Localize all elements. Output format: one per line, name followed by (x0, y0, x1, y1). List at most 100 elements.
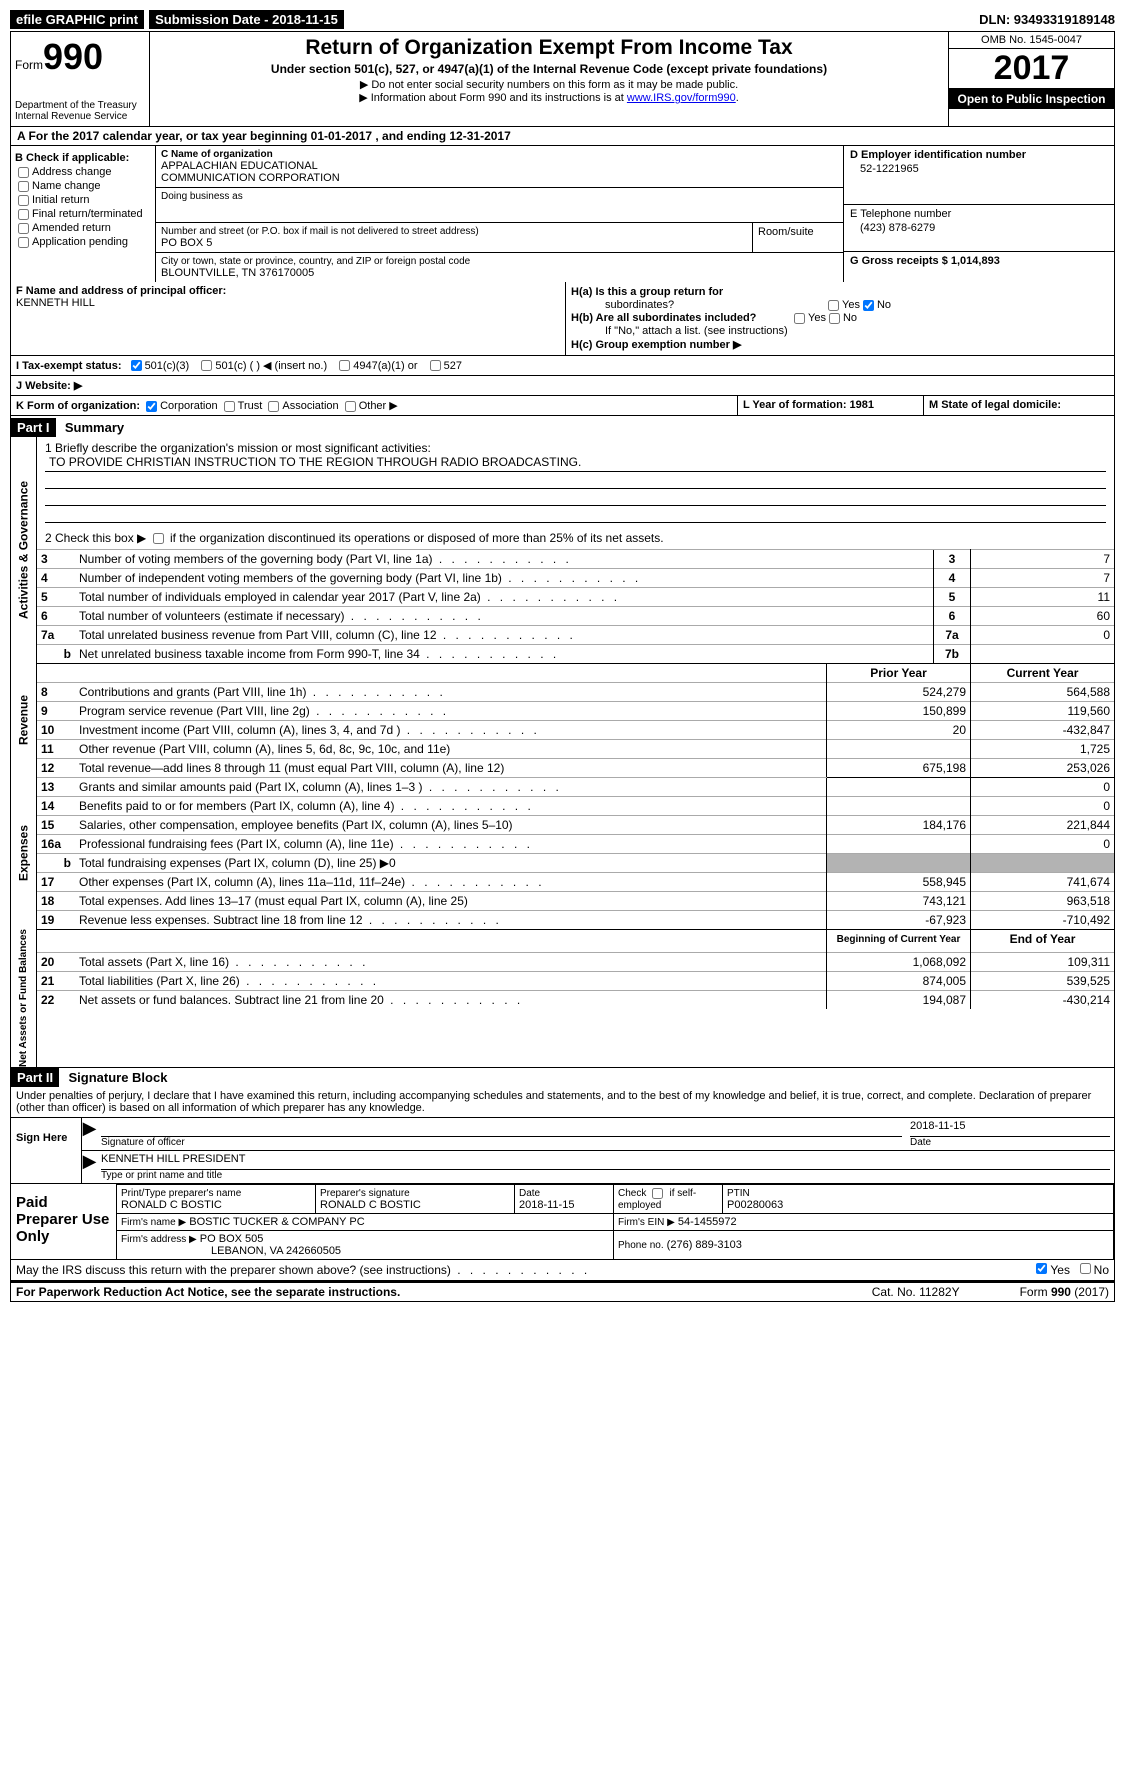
signature-block: Under penalties of perjury, I declare th… (10, 1087, 1115, 1260)
section-bcdeg: B Check if applicable: Address change Na… (10, 146, 1115, 282)
line12-text: Total revenue—add lines 8 through 11 (mu… (75, 759, 827, 778)
501c3-checkbox[interactable] (131, 360, 142, 371)
initial-return-checkbox[interactable] (18, 195, 29, 206)
line9-py: 150,899 (827, 702, 971, 721)
section-klm: K Form of organization: Corporation Trus… (10, 396, 1115, 416)
bcy-header: Beginning of Current Year (827, 930, 971, 949)
discuss-text: May the IRS discuss this return with the… (16, 1263, 590, 1277)
line14-py (827, 797, 971, 816)
prep-date-label: Date (519, 1188, 609, 1199)
line13-text: Grants and similar amounts paid (Part IX… (75, 778, 827, 797)
hb-yes-label: Yes (808, 312, 826, 324)
line3-key: 3 (934, 550, 971, 569)
part1-ag: Activities & Governance 1 Briefly descri… (10, 437, 1115, 663)
line19-text: Revenue less expenses. Subtract line 18 … (75, 911, 827, 930)
section-j: J Website: ▶ (10, 376, 1115, 396)
org-name-label: C Name of organization (161, 149, 838, 160)
trust-checkbox[interactable] (224, 401, 235, 412)
line9-cy: 119,560 (971, 702, 1115, 721)
line6-val: 60 (971, 607, 1115, 626)
line7a-key: 7a (934, 626, 971, 645)
officer-name: KENNETH HILL (16, 297, 560, 309)
other-checkbox[interactable] (345, 401, 356, 412)
501c-checkbox[interactable] (201, 360, 212, 371)
line17-py: 558,945 (827, 873, 971, 892)
line15-text: Salaries, other compensation, employee b… (75, 816, 827, 835)
section-l: L Year of formation: 1981 (738, 396, 924, 415)
corp-checkbox[interactable] (146, 401, 157, 412)
app-pending-checkbox[interactable] (18, 237, 29, 248)
section-a: A For the 2017 calendar year, or tax yea… (10, 127, 1115, 146)
ptin-value: P00280063 (727, 1199, 1109, 1211)
open-inspection: Open to Public Inspection (949, 89, 1114, 109)
prior-year-header: Prior Year (827, 664, 971, 683)
line19-cy: -710,492 (971, 911, 1115, 930)
527-checkbox[interactable] (430, 360, 441, 371)
final-return-checkbox[interactable] (18, 209, 29, 220)
4947-checkbox[interactable] (339, 360, 350, 371)
line13-cy: 0 (971, 778, 1115, 797)
4947-label: 4947(a)(1) or (353, 360, 417, 372)
line8-py: 524,279 (827, 683, 971, 702)
firm-phone: (276) 889-3103 (667, 1239, 742, 1251)
assoc-checkbox[interactable] (268, 401, 279, 412)
firm-name-label: Firm's name ▶ (121, 1217, 186, 1228)
ein-value: 52-1221965 (860, 163, 1108, 175)
name-change-checkbox[interactable] (18, 181, 29, 192)
top-bar: efile GRAPHIC print Submission Date - 20… (10, 10, 1115, 29)
line18-cy: 963,518 (971, 892, 1115, 911)
ha-no-checkbox[interactable] (863, 300, 874, 311)
part1-header: Part I (11, 418, 56, 437)
info-note: ▶ Information about Form 990 and its ins… (160, 91, 938, 104)
firm-phone-label: Phone no. (618, 1240, 664, 1251)
line10-cy: -432,847 (971, 721, 1115, 740)
line19-py: -67,923 (827, 911, 971, 930)
firm-ein-label: Firm's EIN ▶ (618, 1217, 675, 1228)
line10-text: Investment income (Part VIII, column (A)… (75, 721, 827, 740)
line16a-py (827, 835, 971, 854)
discuss-yes-checkbox[interactable] (1036, 1263, 1047, 1274)
firm-ein: 54-1455972 (678, 1216, 737, 1228)
line14-cy: 0 (971, 797, 1115, 816)
hb-yes-checkbox[interactable] (794, 313, 805, 324)
line2-checkbox[interactable] (153, 533, 164, 544)
section-deg: D Employer identification number 52-1221… (844, 146, 1114, 282)
prep-sig: RONALD C BOSTIC (320, 1199, 510, 1211)
ha-yes-checkbox[interactable] (828, 300, 839, 311)
prep-name: RONALD C BOSTIC (121, 1199, 311, 1211)
line5-text: Total number of individuals employed in … (75, 588, 934, 607)
room-suite-label: Room/suite (753, 223, 843, 252)
page-footer: For Paperwork Reduction Act Notice, see … (10, 1281, 1115, 1302)
dept-line1: Department of the Treasury (15, 100, 145, 111)
self-employed-checkbox[interactable] (652, 1188, 663, 1199)
line22-cy: -430,214 (971, 991, 1115, 1010)
line1-label: 1 Briefly describe the organization's mi… (45, 441, 1106, 455)
firm-addr1: PO BOX 505 (200, 1233, 264, 1245)
cat-number: Cat. No. 11282Y (872, 1285, 960, 1299)
part1-expenses: Expenses 13Grants and similar amounts pa… (10, 777, 1115, 929)
trust-label: Trust (238, 400, 263, 412)
line8-cy: 564,588 (971, 683, 1115, 702)
section-c: C Name of organization APPALACHIAN EDUCA… (156, 146, 844, 282)
gross-receipts: G Gross receipts $ 1,014,893 (850, 255, 1108, 267)
state-domicile: M State of legal domicile: (929, 399, 1061, 411)
city-value: BLOUNTVILLE, TN 376170005 (161, 267, 838, 279)
line16a-text: Professional fundraising fees (Part IX, … (75, 835, 827, 854)
line20-py: 1,068,092 (827, 953, 971, 972)
discuss-no-checkbox[interactable] (1080, 1263, 1091, 1274)
arrow-icon: ▶ (82, 1151, 97, 1183)
amended-return-checkbox[interactable] (18, 223, 29, 234)
addr-change-checkbox[interactable] (18, 167, 29, 178)
line13-py (827, 778, 971, 797)
line3-text: Number of voting members of the governin… (75, 550, 934, 569)
line3-val: 7 (971, 550, 1115, 569)
discuss-row: May the IRS discuss this return with the… (10, 1260, 1115, 1281)
final-return-label: Final return/terminated (32, 208, 143, 220)
efile-badge: efile GRAPHIC print (10, 10, 144, 29)
type-name-label: Type or print name and title (101, 1170, 1110, 1181)
hb-no-checkbox[interactable] (829, 313, 840, 324)
paid-preparer-label: Paid Preparer Use Only (11, 1184, 116, 1259)
irs-link[interactable]: www.IRS.gov/form990 (627, 92, 736, 104)
tax-year: 2017 (949, 49, 1114, 89)
line16a-cy: 0 (971, 835, 1115, 854)
